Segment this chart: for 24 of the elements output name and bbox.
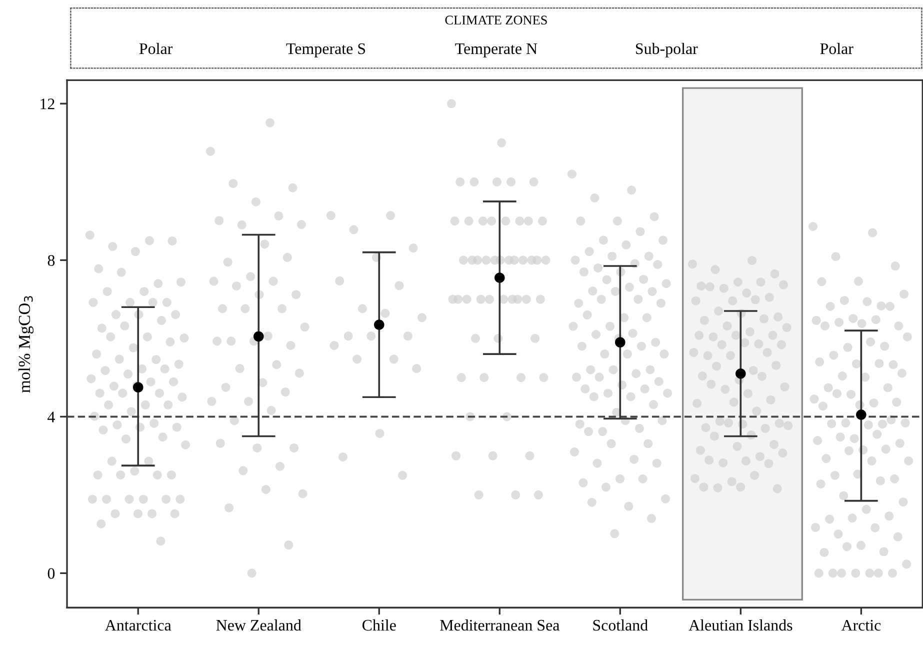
y-tick-label: 12: [40, 98, 54, 110]
text: CLIMATE ZONES: [445, 16, 547, 25]
point: [253, 331, 264, 342]
y-tick-label: 0: [48, 568, 55, 579]
point: [374, 320, 384, 330]
text: Polar: [139, 42, 173, 54]
point: [856, 410, 866, 420]
y-axis-title: mol% MgCO$_{3}$: [18, 296, 34, 393]
point: [615, 337, 626, 348]
x-tick-label: Antarctica: [105, 620, 172, 631]
y-tick-label: 4: [48, 412, 55, 422]
x-tick-label: Aleutian Islands: [688, 619, 792, 631]
text: Polar: [820, 42, 854, 54]
x-tick-label: Scotland: [593, 619, 648, 631]
x-tick-label: Arctic: [841, 620, 881, 631]
text: Temperate S: [286, 43, 366, 58]
text: Sub-polar: [636, 42, 698, 58]
x-tick-label: Mediterranean Sea: [440, 619, 560, 631]
y-tick-label: 8: [48, 255, 55, 266]
x-tick-label: New Zealand: [216, 619, 302, 631]
x-tick-label: Chile: [362, 619, 396, 631]
point: [736, 368, 746, 379]
text: Temperate N: [455, 43, 538, 58]
point: [494, 272, 505, 283]
